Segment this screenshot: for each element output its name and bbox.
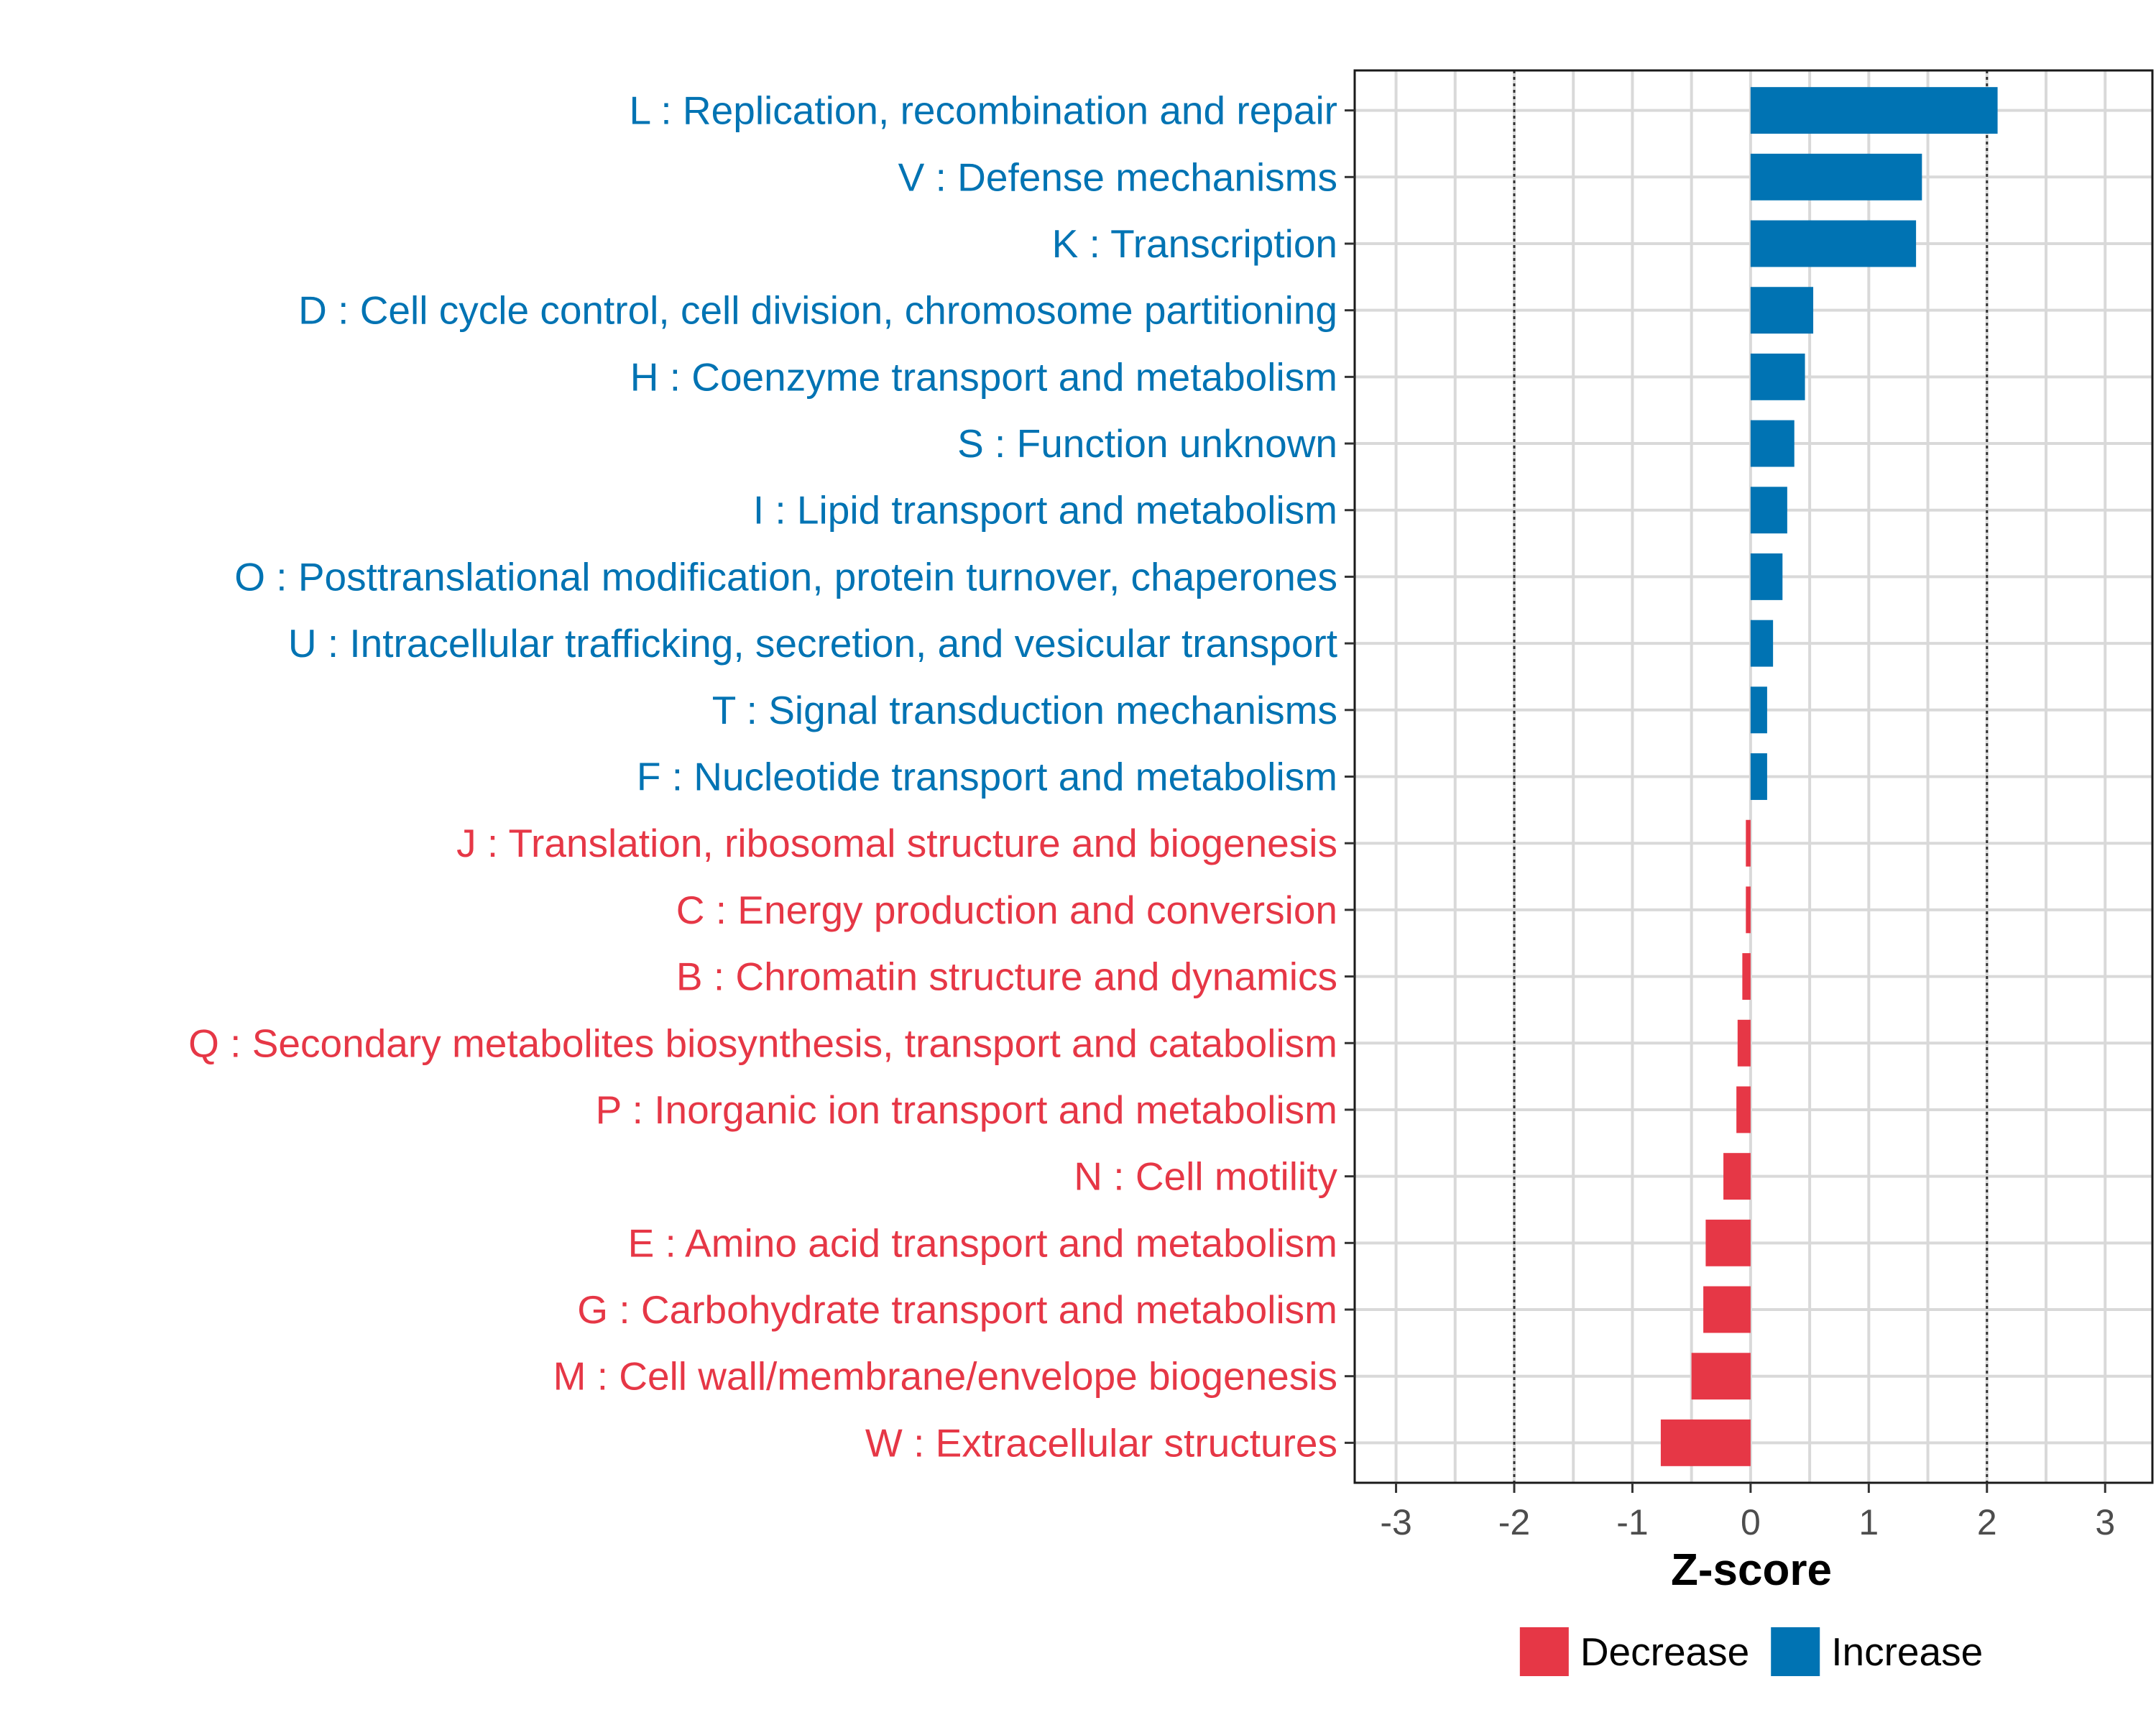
category-label: P : Inorganic ion transport and metaboli… bbox=[596, 1087, 1337, 1132]
x-tick-label: 0 bbox=[1741, 1502, 1761, 1542]
category-label: Q : Secondary metabolites biosynthesis, … bbox=[188, 1021, 1337, 1065]
category-label: I : Lipid transport and metabolism bbox=[753, 488, 1337, 533]
category-label: E : Amino acid transport and metabolism bbox=[628, 1220, 1337, 1265]
bar bbox=[1691, 1353, 1751, 1400]
category-label: D : Cell cycle control, cell division, c… bbox=[298, 288, 1337, 333]
bar bbox=[1723, 1153, 1751, 1200]
bar bbox=[1746, 886, 1751, 934]
bar bbox=[1737, 1019, 1751, 1067]
category-label: S : Function unknown bbox=[957, 421, 1337, 466]
x-tick-label: 2 bbox=[1977, 1502, 1997, 1542]
x-tick-label: -3 bbox=[1380, 1502, 1411, 1542]
bar bbox=[1750, 353, 1805, 400]
category-label: W : Extracellular structures bbox=[865, 1420, 1337, 1465]
bar bbox=[1746, 819, 1751, 867]
legend: Decrease Increase bbox=[1519, 1627, 1983, 1676]
category-label: T : Signal transduction mechanisms bbox=[712, 688, 1337, 732]
bar bbox=[1705, 1219, 1751, 1266]
x-tick-label: -1 bbox=[1616, 1502, 1648, 1542]
legend-label-decrease: Decrease bbox=[1580, 1629, 1749, 1674]
bar bbox=[1750, 487, 1787, 534]
legend-key-decrease bbox=[1519, 1627, 1569, 1676]
legend-label-increase: Increase bbox=[1831, 1629, 1983, 1674]
x-tick-label: 1 bbox=[1858, 1502, 1879, 1542]
legend-key-increase bbox=[1771, 1627, 1820, 1676]
category-label: C : Energy production and conversion bbox=[676, 888, 1337, 932]
bar bbox=[1750, 686, 1767, 734]
reference-lines bbox=[1513, 70, 1989, 1483]
category-label: L : Replication, recombination and repai… bbox=[630, 88, 1337, 133]
bars bbox=[1660, 87, 1998, 1466]
bar bbox=[1750, 87, 1998, 134]
x-axis-title: Z-score bbox=[1671, 1545, 1832, 1595]
category-label: O : Posttranslational modification, prot… bbox=[234, 554, 1337, 599]
category-label: F : Nucleotide transport and metabolism bbox=[637, 755, 1337, 799]
bar bbox=[1750, 153, 1922, 201]
category-label: G : Carbohydrate transport and metabolis… bbox=[577, 1287, 1337, 1332]
bar bbox=[1703, 1286, 1751, 1333]
category-label: M : Cell wall/membrane/envelope biogenes… bbox=[553, 1354, 1337, 1399]
bar bbox=[1750, 420, 1795, 467]
x-tick-label: 3 bbox=[2095, 1502, 2115, 1542]
y-axis-ticks bbox=[1345, 109, 1355, 1444]
bar bbox=[1750, 287, 1814, 334]
category-label: H : Coenzyme transport and metabolism bbox=[630, 354, 1337, 399]
bar bbox=[1750, 620, 1774, 667]
category-label: J : Translation, ribosomal structure and… bbox=[456, 821, 1337, 865]
bar bbox=[1660, 1419, 1751, 1466]
bar bbox=[1742, 953, 1751, 1000]
category-label: N : Cell motility bbox=[1074, 1154, 1337, 1199]
bar bbox=[1750, 553, 1783, 600]
category-labels: L : Replication, recombination and repai… bbox=[188, 88, 1337, 1466]
category-label: B : Chromatin structure and dynamics bbox=[676, 954, 1337, 999]
bar bbox=[1750, 753, 1767, 800]
category-label: K : Transcription bbox=[1052, 221, 1337, 266]
category-label: U : Intracellular trafficking, secretion… bbox=[288, 621, 1337, 666]
bar bbox=[1750, 220, 1917, 267]
bar bbox=[1736, 1086, 1751, 1133]
category-label: V : Defense mechanisms bbox=[898, 155, 1337, 199]
x-axis-ticks: -3 -2 -1 0 1 2 3 bbox=[1380, 1483, 2115, 1542]
x-tick-label: -2 bbox=[1498, 1502, 1530, 1542]
